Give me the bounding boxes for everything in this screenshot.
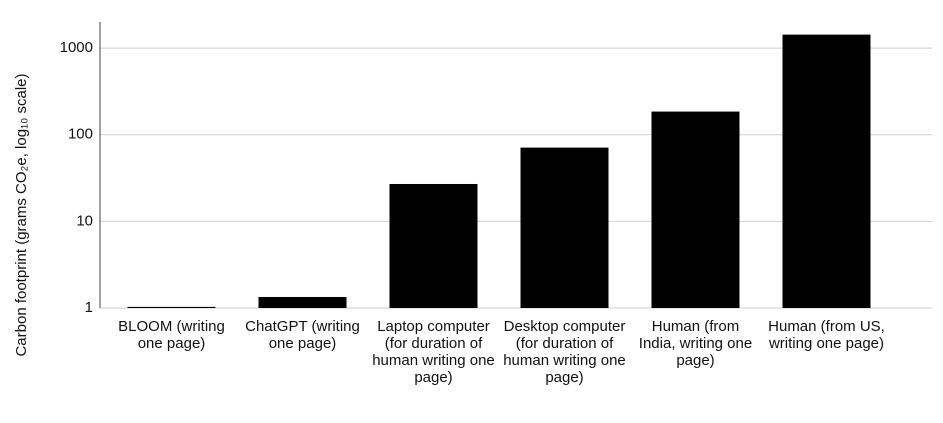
y-tick-label: 10 <box>76 212 93 229</box>
y-tick-label: 100 <box>68 126 93 143</box>
y-tick-label: 1000 <box>60 39 93 56</box>
bar <box>782 34 871 309</box>
y-tick-label: 1 <box>85 299 93 316</box>
y-axis-title: Carbon footprint (grams CO₂e, log₁₀ scal… <box>13 73 30 356</box>
bar <box>389 183 478 308</box>
x-tick-label: ChatGPT (writing one page) <box>245 318 360 352</box>
x-tick-label: Human (from India, writing one page) <box>638 318 753 369</box>
bar <box>127 306 216 308</box>
x-tick-label: BLOOM (writing one page) <box>118 318 225 352</box>
x-tick-label: Human (from US, writing one page) <box>768 318 885 352</box>
bar <box>258 296 347 308</box>
bar <box>520 147 609 308</box>
bar <box>651 111 740 308</box>
x-tick-label: Desktop computer (for duration of human … <box>503 318 626 386</box>
x-tick-label: Laptop computer (for duration of human w… <box>372 318 495 386</box>
